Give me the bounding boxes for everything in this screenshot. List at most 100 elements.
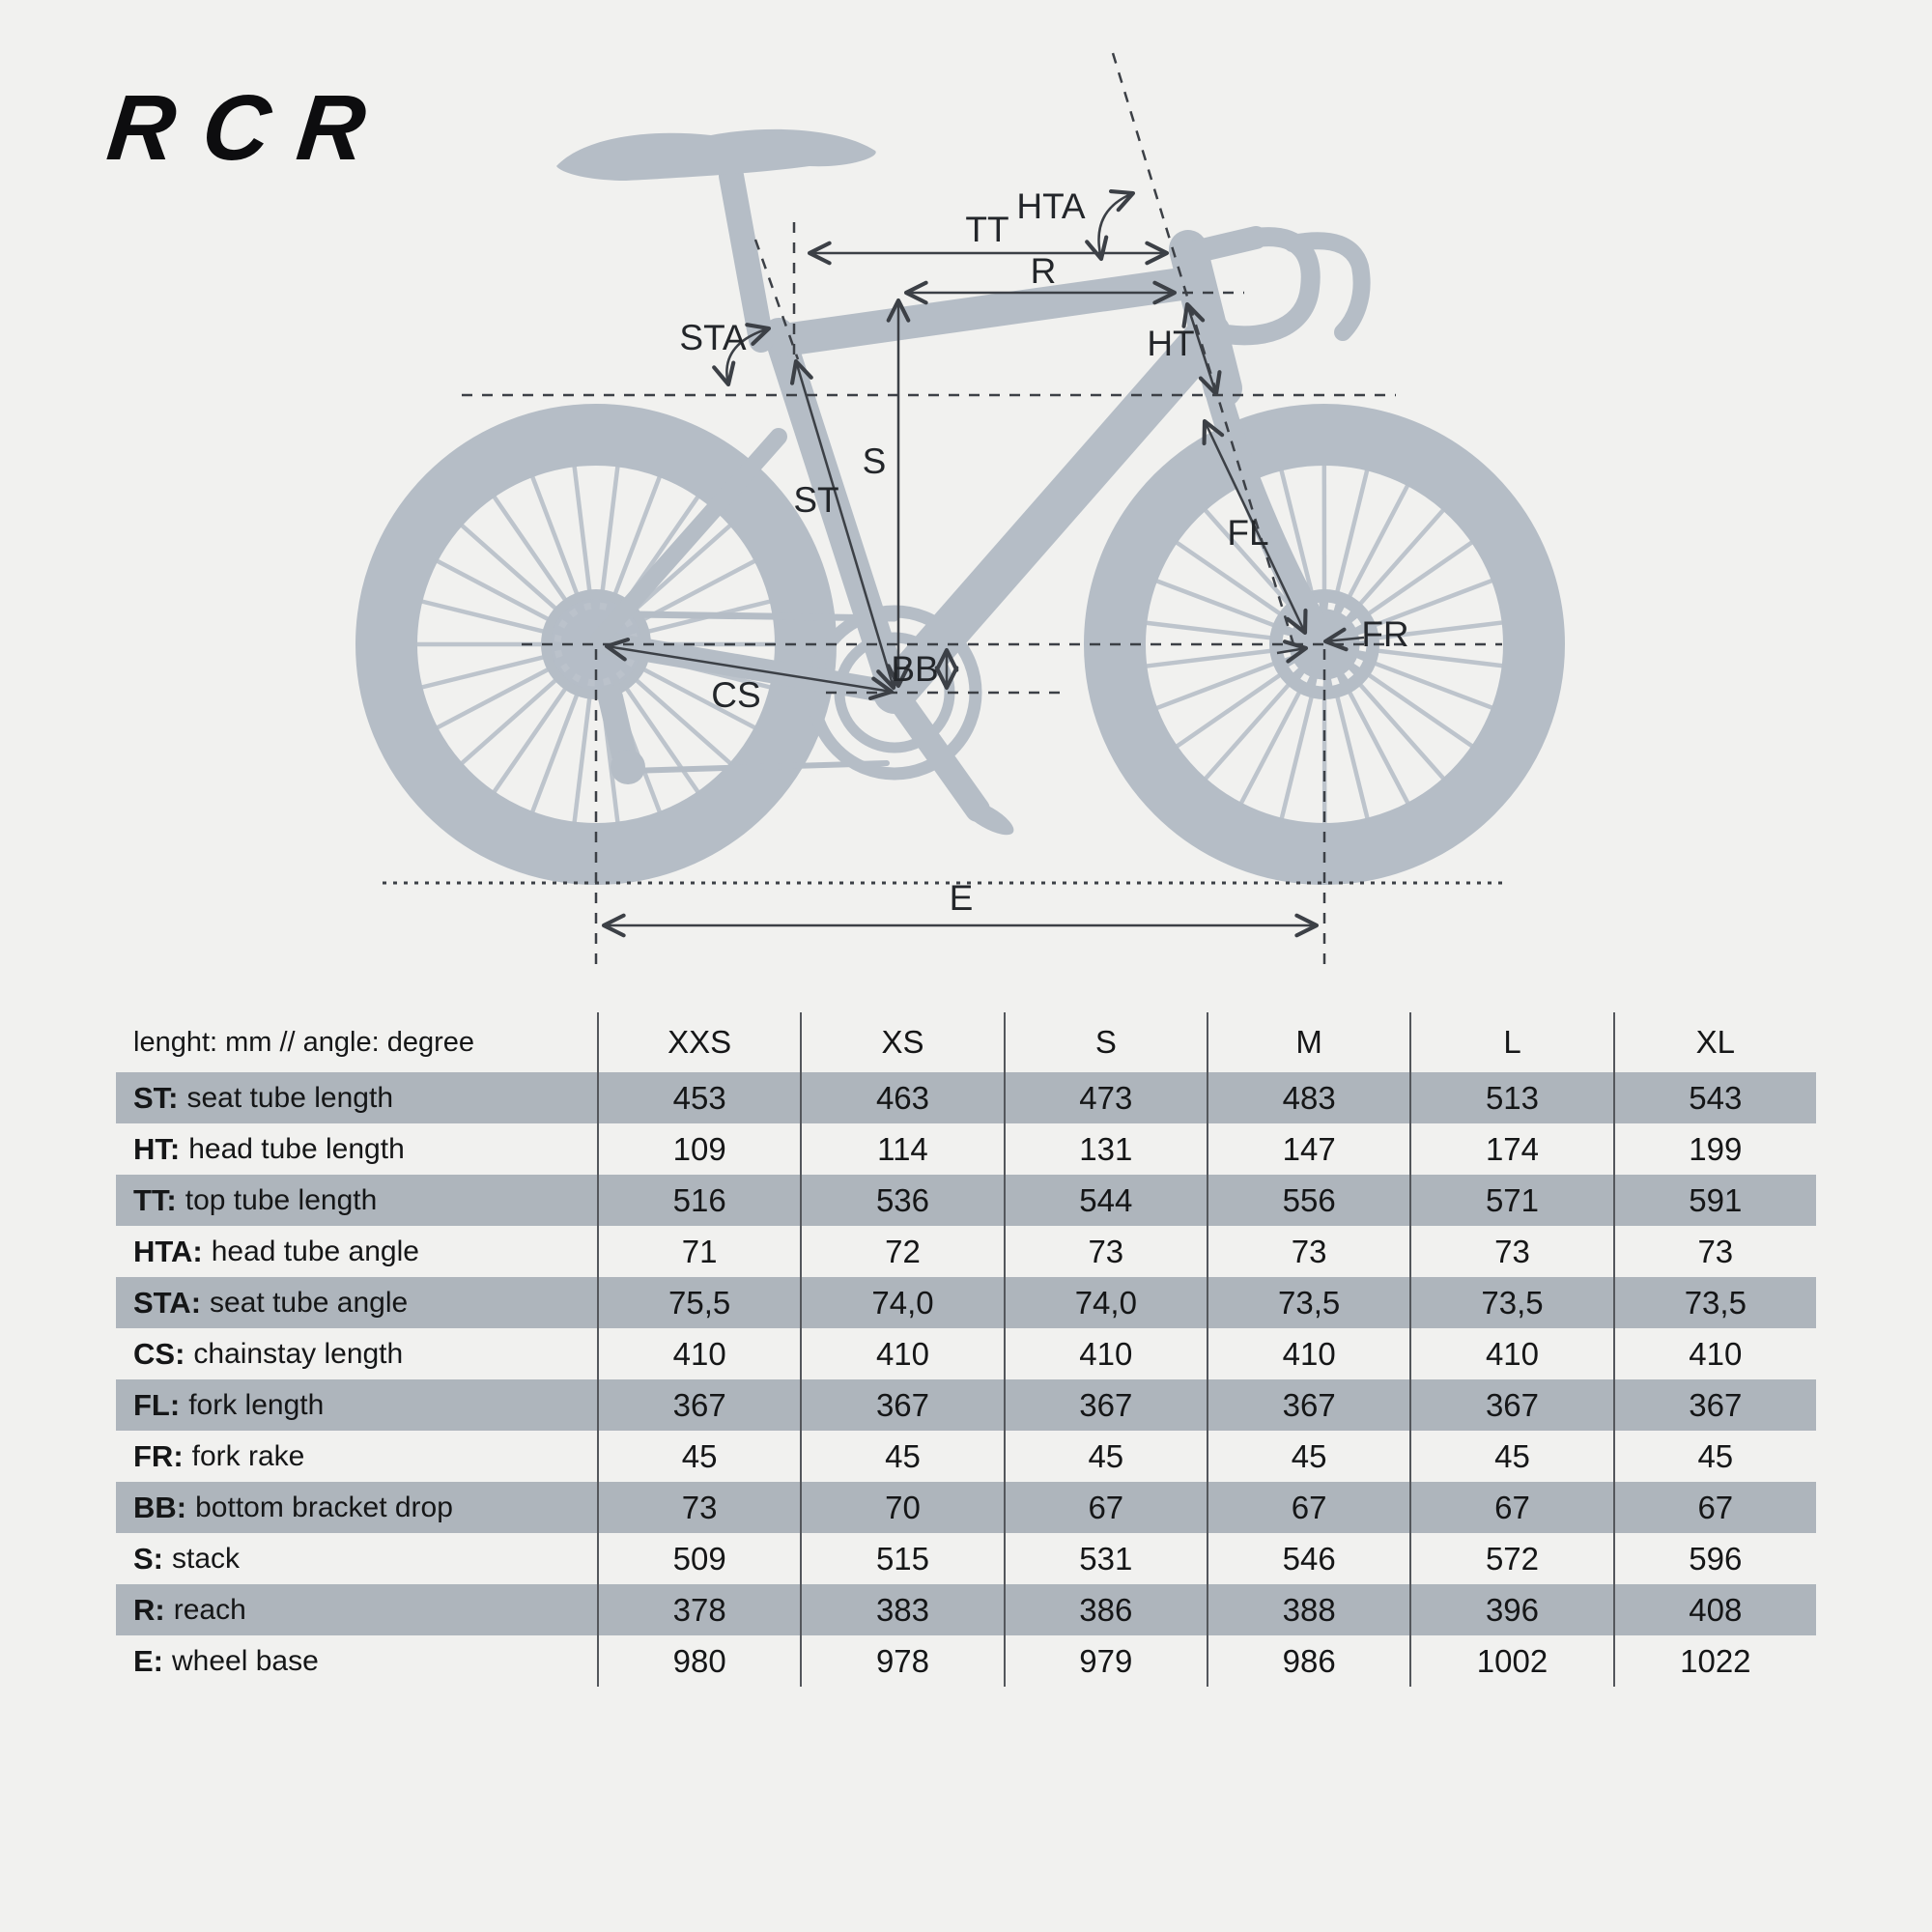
spoke [418, 650, 563, 691]
spoke [1346, 668, 1447, 782]
row-label-text: reach [173, 1593, 246, 1626]
table-header-label: lenght: mm // angle: degree [133, 1026, 475, 1058]
spoke [491, 671, 579, 795]
row-label-text: seat tube length [186, 1081, 394, 1114]
spoke [598, 464, 620, 611]
value-cell: 114 [800, 1123, 1003, 1175]
value-cell: 174 [1409, 1123, 1612, 1175]
value-cell: 75,5 [597, 1277, 800, 1328]
value-cell: 453 [597, 1072, 800, 1123]
stem [1179, 226, 1267, 265]
value-cell: 73 [1003, 1226, 1207, 1277]
row-label-text: wheel base [172, 1644, 319, 1677]
row-label-prefix: STA: [133, 1285, 202, 1320]
value-cell: 410 [800, 1328, 1003, 1379]
row-label-prefix: FR: [133, 1438, 184, 1473]
size-column-header: XXS [597, 1012, 800, 1072]
spoke [1202, 668, 1303, 782]
value-cell: 515 [800, 1533, 1003, 1584]
row-label-prefix: S: [133, 1541, 163, 1576]
value-cell: 378 [597, 1584, 800, 1635]
table-row: R: reach 378 383 386 388 396 408 [116, 1584, 1816, 1635]
row-label-prefix: R: [133, 1592, 165, 1627]
seatstay-tube [590, 428, 787, 648]
value-cell: 73,5 [1206, 1277, 1409, 1328]
value-cell: 536 [800, 1175, 1003, 1226]
crank-arm [882, 680, 990, 822]
row-label-text: fork rake [191, 1439, 305, 1472]
table-row: E: wheel base 980 978 979 986 1002 1022 [116, 1635, 1816, 1687]
value-cell: 556 [1206, 1175, 1409, 1226]
size-column-header: XL [1612, 1012, 1816, 1072]
value-cell: 45 [1409, 1431, 1612, 1482]
row-label: BB: bottom bracket drop [116, 1482, 597, 1533]
row-label-text: bottom bracket drop [195, 1491, 453, 1523]
value-cell: 979 [1003, 1635, 1207, 1687]
spoke [1351, 662, 1476, 750]
saddle [556, 128, 876, 181]
value-cell: 383 [800, 1584, 1003, 1635]
row-label-text: fork length [188, 1388, 325, 1421]
row-label-prefix: ST: [133, 1080, 179, 1115]
spoke [1330, 677, 1371, 822]
table-row: ST: seat tube length 453 463 473 483 513 543 [116, 1072, 1816, 1123]
value-cell: 45 [1003, 1431, 1207, 1482]
fork-rake-arrow-left [1276, 639, 1309, 664]
value-cell: 367 [597, 1379, 800, 1431]
row-label-text: chainstay length [193, 1337, 404, 1370]
seatpost [719, 163, 774, 353]
label-st: ST [793, 480, 838, 520]
table-header-row: lenght: mm // angle: degree XXS XS S M L XL [116, 1012, 1816, 1072]
value-cell: 410 [1612, 1328, 1816, 1379]
size-column-header: M [1206, 1012, 1409, 1072]
value-cell: 45 [1612, 1431, 1816, 1482]
row-label: FR: fork rake [116, 1431, 597, 1482]
table-row: S: stack 509 515 531 546 572 596 [116, 1533, 1816, 1584]
spoke [1355, 654, 1495, 711]
spoke [529, 473, 586, 613]
value-cell: 410 [1409, 1328, 1612, 1379]
value-cell: 367 [800, 1379, 1003, 1431]
fork-rake-arrow-right [1322, 627, 1365, 652]
spoke [1338, 673, 1411, 807]
row-label-prefix: FL: [133, 1387, 181, 1422]
head-tube-arrow [1181, 301, 1222, 397]
spoke [1279, 677, 1319, 822]
label-fr: FR [1361, 614, 1408, 654]
label-sta: STA [679, 318, 747, 357]
row-label: STA: seat tube angle [116, 1277, 597, 1328]
value-cell: 72 [800, 1226, 1003, 1277]
row-label-prefix: E: [133, 1643, 163, 1678]
label-tt: TT [965, 210, 1009, 249]
table-row: FL: fork length 367 367 367 367 367 367 [116, 1379, 1816, 1431]
spoke [1174, 662, 1297, 750]
value-cell: 978 [800, 1635, 1003, 1687]
spoke [418, 598, 563, 639]
value-cell: 367 [1003, 1379, 1207, 1431]
geometry-table: lenght: mm // angle: degree XXS XS S M L XL ST:… [116, 1012, 1816, 1687]
value-cell: 67 [1206, 1482, 1409, 1533]
spoke [1338, 482, 1411, 615]
table-row: CS: chainstay length 410 410 410 410 410 410 [116, 1328, 1816, 1379]
value-cell: 67 [1409, 1482, 1612, 1533]
label-e: E [950, 878, 974, 918]
table-row: HTA: head tube angle 71 72 73 73 73 73 [116, 1226, 1816, 1277]
value-cell: 543 [1612, 1072, 1816, 1123]
value-cell: 1002 [1409, 1635, 1612, 1687]
value-cell: 410 [597, 1328, 800, 1379]
value-cell: 131 [1003, 1123, 1207, 1175]
spoke [1355, 578, 1495, 635]
spoke [1358, 646, 1505, 668]
value-cell: 572 [1409, 1533, 1612, 1584]
bike-silhouette [355, 128, 1565, 885]
value-cell: 410 [1003, 1328, 1207, 1379]
spoke [1144, 646, 1291, 669]
value-cell: 596 [1612, 1533, 1816, 1584]
value-cell: 483 [1206, 1072, 1409, 1123]
spoke [572, 464, 594, 611]
row-label: TT: top tube length [116, 1175, 597, 1226]
row-label: FL: fork length [116, 1379, 597, 1431]
row-label: CS: chainstay length [116, 1328, 597, 1379]
head-angle-arc [1085, 189, 1136, 262]
spoke [1153, 654, 1293, 711]
